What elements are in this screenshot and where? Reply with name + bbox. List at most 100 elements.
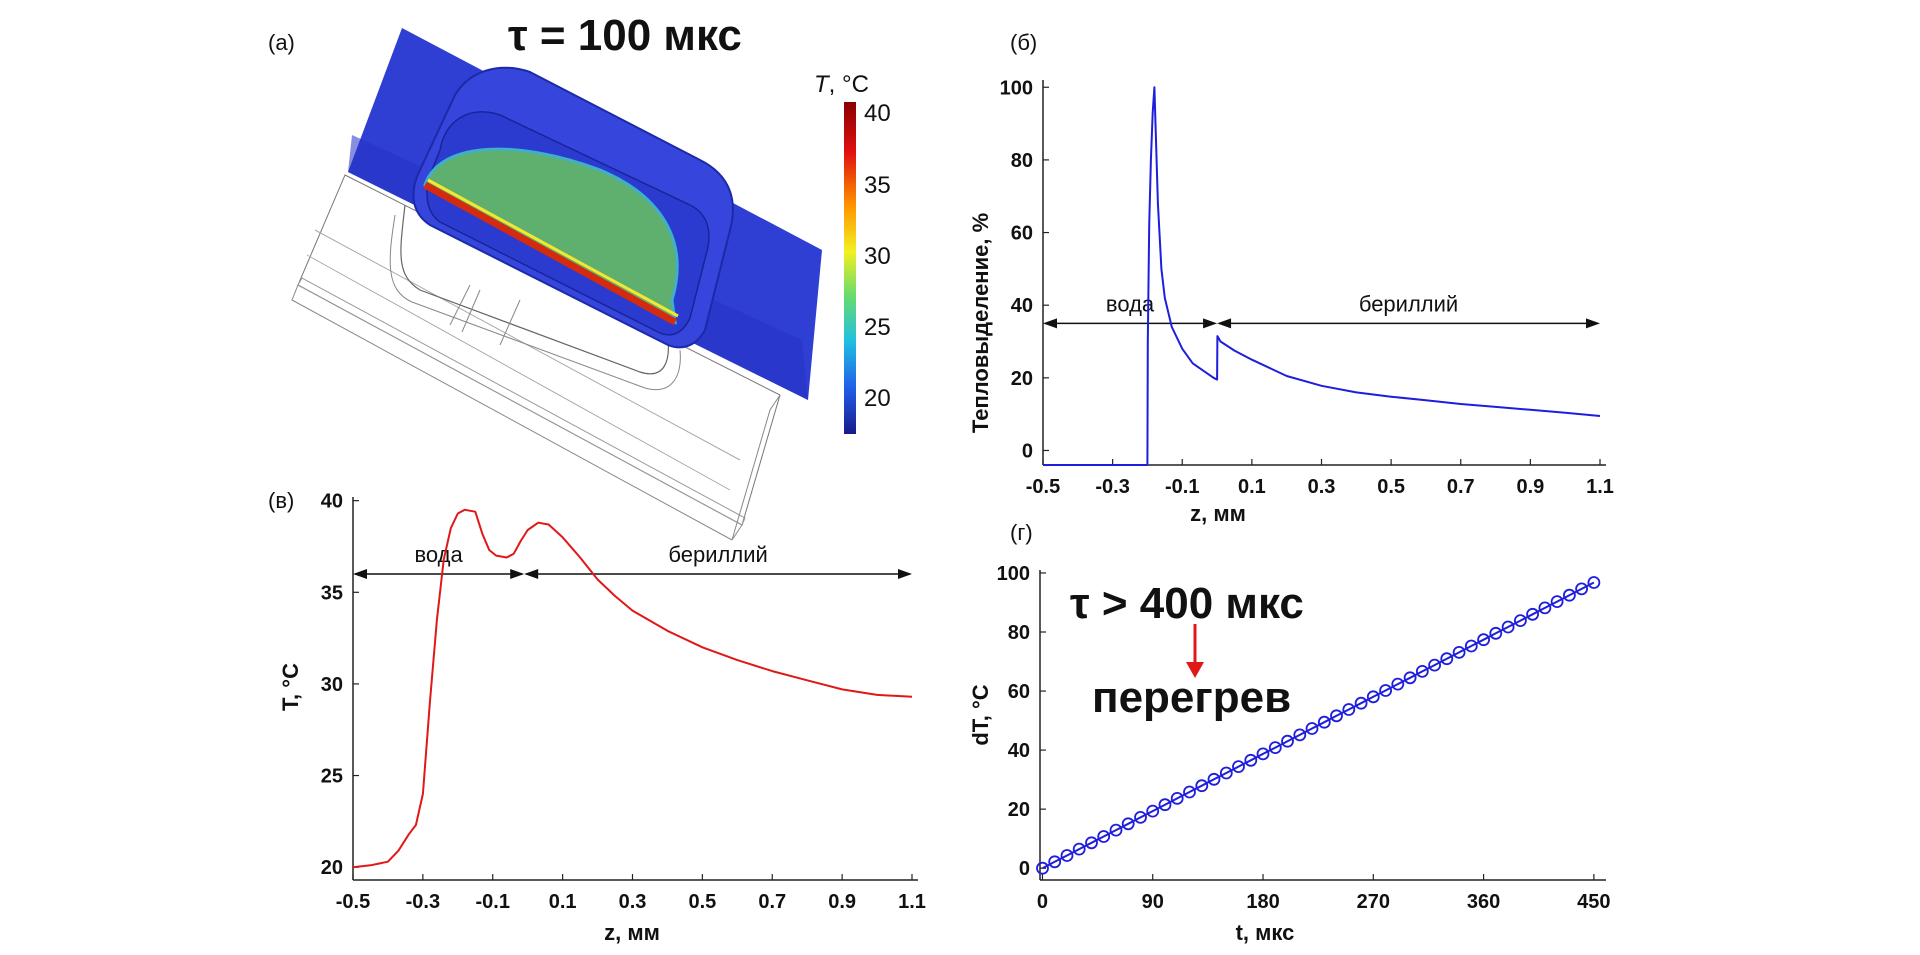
y-tick-label: 40 [1008,740,1030,762]
x-tick-label: 1.1 [1586,476,1614,498]
data-point [1354,696,1368,710]
data-point [1587,576,1601,589]
series-line [1042,581,1595,870]
wireframe-block-bottom [291,284,733,541]
x-tick-label: -0.5 [1026,476,1060,498]
data-point [1195,779,1209,793]
region-arrow-head [1203,318,1218,329]
region-arrow-head [353,568,367,579]
data-point [1072,842,1086,856]
y-tick-label: 0 [1022,440,1033,462]
x-tick-label: 360 [1467,891,1500,913]
data-point [1207,772,1221,786]
data-point [1342,703,1356,716]
y-tick-label: 20 [1008,799,1030,821]
x-tick-label: 180 [1246,891,1279,913]
data-point [1036,861,1049,875]
data-point [1121,817,1135,831]
series-line [1043,86,1601,466]
y-tick-label: 60 [1011,223,1033,245]
region-label: вода [1106,291,1155,316]
colorbar-tick: 30 [864,243,891,270]
data-point [1501,620,1515,634]
data-point [1268,741,1282,754]
y-tick-label: 0 [1019,858,1030,880]
panel-g-chart: (г) dT, °C t, мкс τ > 400 мкс перегрев 0… [968,520,1611,945]
y-tick-label: 20 [321,857,343,879]
data-point [1403,671,1417,685]
panel-v-chart: (в) T, °C z, мм -0.5 -0.3 -0.1 0.1 0.3 0.5 0.7… [268,488,926,945]
colorbar: T, °C 40 35 30 25 20 [814,71,891,434]
region-label: вода [414,542,463,567]
wireframe-ribs [449,284,521,346]
data-point [1415,665,1429,678]
data-point [1170,792,1184,805]
data-point [1366,690,1380,704]
x-tick-label: -0.3 [406,891,440,913]
region-arrow-head [510,568,525,579]
colorbar-tick: 20 [864,385,891,412]
wireframe-channel [400,204,669,375]
hot-strip-edge [427,178,679,318]
data-point [1550,595,1564,608]
data-point [1330,709,1343,723]
y-tick-label: 40 [1011,295,1033,317]
data-point [1305,722,1319,735]
panel-b-label: (б) [1010,30,1037,55]
hot-strip [423,181,677,326]
data-point [1060,849,1074,862]
simulation-render [291,28,822,541]
panel-b-chart: (б) Тепловыделение, % z, мм -0.5 -0.3 -0.1… [968,30,1614,526]
region-label: бериллий [1359,291,1458,316]
region-arrow-head [1586,318,1600,329]
data-point [1452,646,1466,659]
data-point [1464,639,1478,653]
data-point [1293,728,1307,742]
x-tick-label: 0.1 [549,891,577,913]
data-point [1219,766,1233,780]
region-arrow-head [524,568,539,579]
overheat-annotation: перегрев [1092,673,1291,722]
y-tick-label: 20 [1011,368,1033,390]
x-tick-label: 0.9 [828,891,856,913]
y-tick-label: 80 [1011,150,1033,172]
x-tick-label: -0.1 [1165,476,1199,498]
data-point [1428,658,1441,672]
data-point [1379,684,1392,697]
region-arrow-head [1043,318,1057,329]
x-tick-label: -0.3 [1095,476,1129,498]
data-point [1575,582,1588,596]
y-tick-label: 25 [321,766,343,788]
wireframe-block-edge [297,277,746,526]
annotation-arrow-head [1186,662,1204,678]
panel-g-ylabel: dT, °C [968,684,993,745]
x-tick-label: -0.5 [336,891,370,913]
data-point [1281,734,1294,748]
y-tick-label: 80 [1008,622,1030,644]
data-point [1526,607,1539,621]
data-point [1538,601,1552,615]
colorbar-title: T, °C [814,71,869,98]
data-point [1048,855,1062,869]
panel-a-label: (а) [268,30,295,55]
y-tick-label: 35 [321,582,343,604]
panel-g-label: (г) [1010,520,1033,545]
series-line [352,508,913,869]
data-point [1317,715,1331,729]
x-tick-label: 0 [1037,891,1048,913]
x-tick-label: 270 [1357,891,1390,913]
x-tick-label: 1.1 [898,891,926,913]
panel-g-xlabel: t, мкс [1236,920,1295,945]
y-tick-label: 60 [1008,681,1030,703]
panel-v-xlabel: z, мм [604,920,660,945]
y-tick-label: 100 [1000,77,1033,99]
water-region-field [425,149,678,322]
y-tick-label: 100 [997,563,1030,585]
wireframe-block-side [731,394,781,541]
threshold-annotation: τ > 400 мкс [1070,579,1304,628]
panel-v-label: (в) [268,488,294,513]
region-label: бериллий [668,542,767,567]
x-tick-label: 0.7 [1447,476,1475,498]
x-tick-label: 0.5 [1377,476,1405,498]
